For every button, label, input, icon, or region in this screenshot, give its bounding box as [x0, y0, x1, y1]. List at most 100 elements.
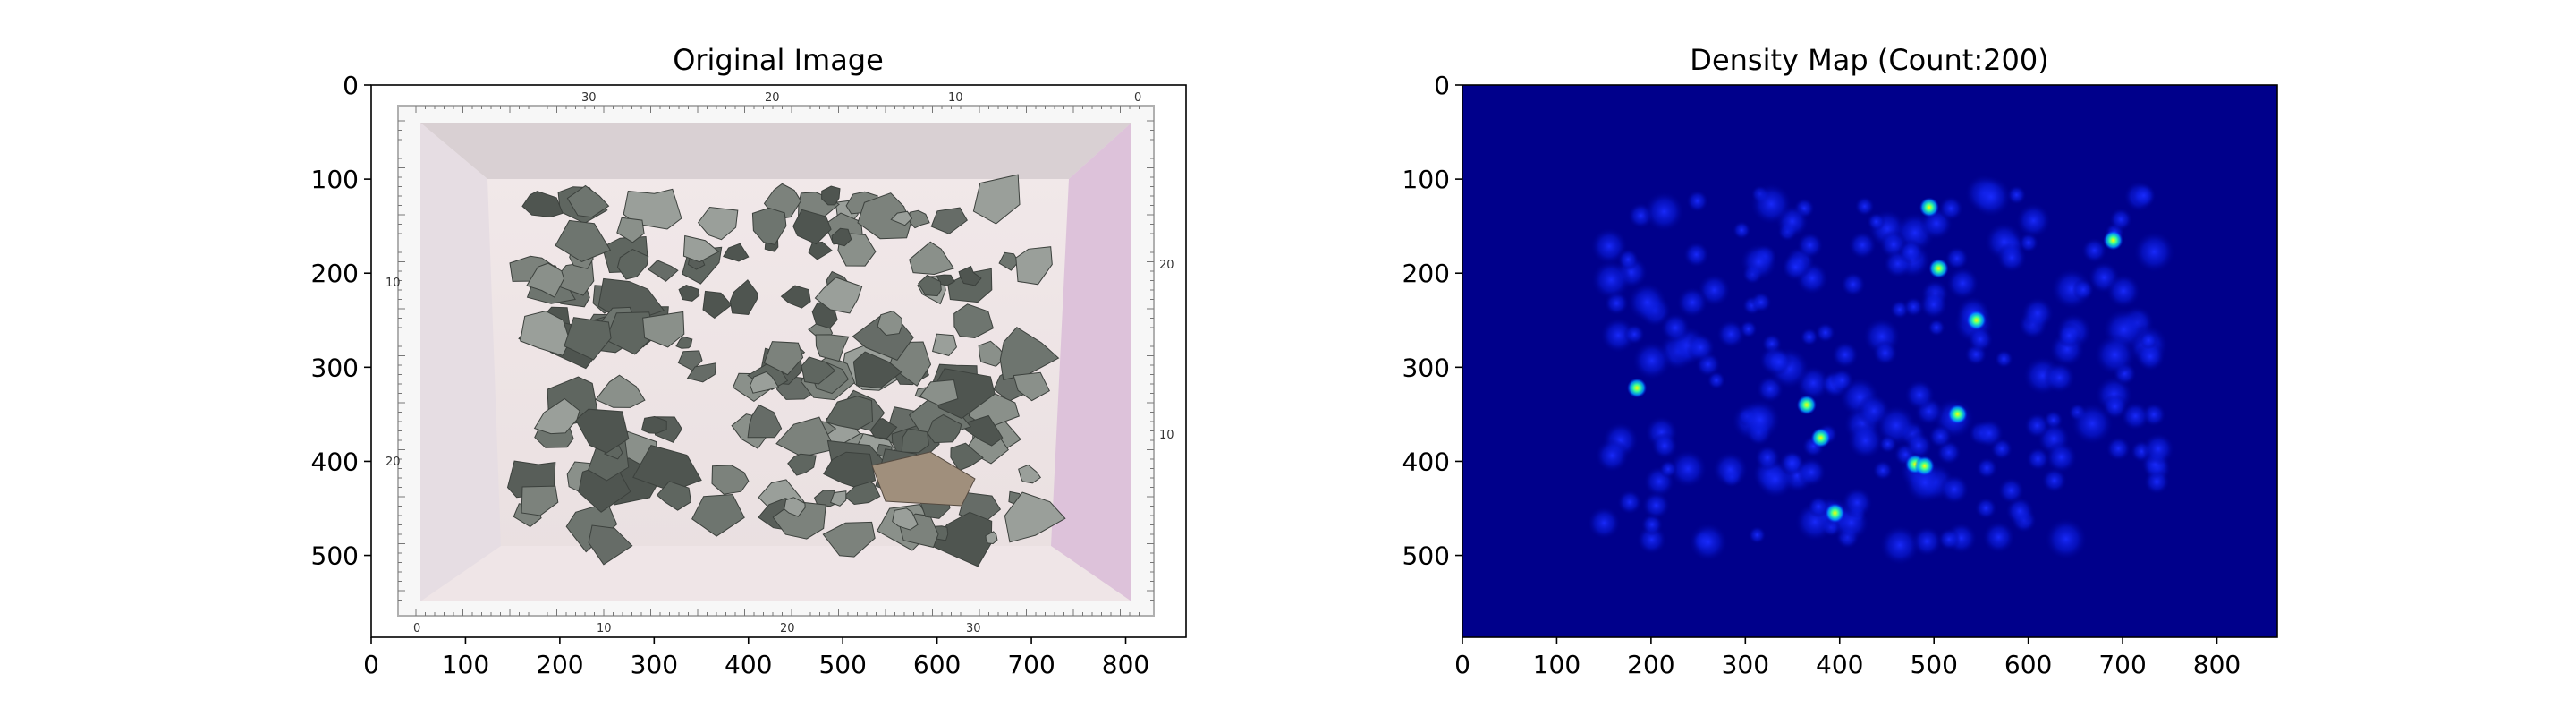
density-blob [2004, 496, 2035, 526]
x-tick-label: 700 [1007, 650, 1055, 679]
y-tick-label: 400 [1402, 447, 1450, 476]
rock [1018, 464, 1041, 484]
ruler-number: 10 [948, 91, 963, 105]
density-blob [2045, 441, 2078, 473]
density-blob [1617, 490, 1643, 516]
density-blob [1974, 497, 1997, 520]
density-blob [1712, 451, 1749, 488]
density-blob [1707, 371, 1726, 390]
y-tick-label: 0 [343, 71, 359, 100]
density-blob [1967, 326, 1994, 353]
density-blob [1668, 449, 1707, 489]
density-blob [1927, 318, 1946, 337]
right-y-axis: 0 100 200 300 400 500 [1402, 71, 1462, 571]
density-blob [1643, 191, 1685, 233]
rock [521, 191, 564, 218]
rock [909, 241, 955, 276]
rock [605, 311, 656, 355]
rock [985, 531, 998, 545]
density-blob [1590, 260, 1631, 301]
rock [678, 285, 700, 302]
density-blob [1994, 349, 2013, 369]
x-tick-label: 600 [2004, 650, 2052, 679]
rock [972, 174, 1021, 225]
density-blob [1996, 242, 2028, 273]
x-tick-label: 400 [1816, 650, 1863, 679]
density-blob [2106, 273, 2141, 309]
original-image-panel: Original Image 30 20 10 0 0 10 20 30 20 [311, 43, 1187, 679]
rock [555, 219, 612, 262]
rock [843, 476, 881, 506]
x-tick-label: 100 [442, 650, 489, 679]
density-hotspot [1914, 456, 1935, 476]
ruler-number: 10 [386, 277, 401, 290]
density-blob [1748, 525, 1767, 544]
density-blob [1872, 459, 1894, 482]
density-blob [1796, 456, 1826, 487]
density-blob [1781, 252, 1810, 282]
density-blob [1938, 195, 1964, 221]
ruler-number: 30 [581, 91, 597, 105]
density-blob [1651, 432, 1678, 460]
density-hotspot [1966, 310, 1987, 330]
x-tick-label: 300 [1722, 650, 1769, 679]
x-tick-label: 400 [724, 650, 772, 679]
density-blob [1831, 341, 1860, 369]
y-tick-label: 500 [311, 541, 359, 571]
rock [936, 274, 955, 286]
rock [682, 234, 720, 263]
rock [686, 362, 717, 383]
density-blob [2094, 333, 2137, 376]
rock [852, 351, 902, 389]
rock [702, 290, 733, 320]
right-axes-frame [1462, 84, 2278, 638]
x-tick-label: 500 [818, 650, 866, 679]
rock [780, 285, 811, 309]
density-blob [1815, 322, 1836, 344]
original-image-title: Original Image [673, 43, 884, 77]
y-tick-label: 400 [311, 447, 359, 476]
density-blob [1945, 246, 1970, 271]
rock [822, 521, 876, 558]
rock [623, 188, 682, 230]
rock [784, 497, 806, 517]
original-photo: 30 20 10 0 0 10 20 30 20 10 20 10 [371, 85, 1186, 637]
rock [751, 207, 787, 245]
y-tick-label: 300 [311, 353, 359, 382]
density-hotspot [1810, 428, 1831, 448]
rock [953, 303, 994, 339]
density-blob [2071, 402, 2114, 446]
rock [566, 184, 610, 218]
rock-pile [506, 174, 1066, 567]
ruler-number: 20 [780, 622, 795, 635]
density-blob [1627, 282, 1668, 323]
rock [1013, 371, 1050, 402]
density-blob [1660, 312, 1690, 344]
density-blob [2015, 202, 2052, 239]
density-blob [1982, 520, 2015, 554]
ruler-ticks [398, 106, 1154, 616]
ruler-number: 10 [1159, 429, 1174, 442]
rock [825, 396, 874, 430]
density-hotspot [1796, 395, 1817, 415]
left-x-axis: 0 100 200 300 400 500 600 700 800 [363, 637, 1149, 679]
density-blob [1928, 423, 1953, 449]
density-hotspot [1919, 197, 1939, 217]
rock [892, 507, 919, 531]
rock [711, 465, 750, 495]
density-blob [1765, 348, 1792, 376]
y-tick-label: 100 [311, 165, 359, 194]
rock [877, 310, 902, 337]
density-blob [1919, 290, 1948, 320]
density-blob [1945, 266, 1979, 300]
rock [930, 207, 968, 234]
density-blob [2021, 296, 2055, 330]
density-map-panel: Density Map (Count:200) 0 100 200 300 400 500… [1402, 43, 2278, 679]
y-tick-label: 500 [1402, 541, 1450, 571]
rock [1004, 491, 1066, 543]
density-blob [1600, 317, 1637, 354]
rock [857, 192, 911, 240]
rock [763, 341, 804, 376]
rock [815, 334, 850, 362]
density-blob [1848, 230, 1877, 260]
